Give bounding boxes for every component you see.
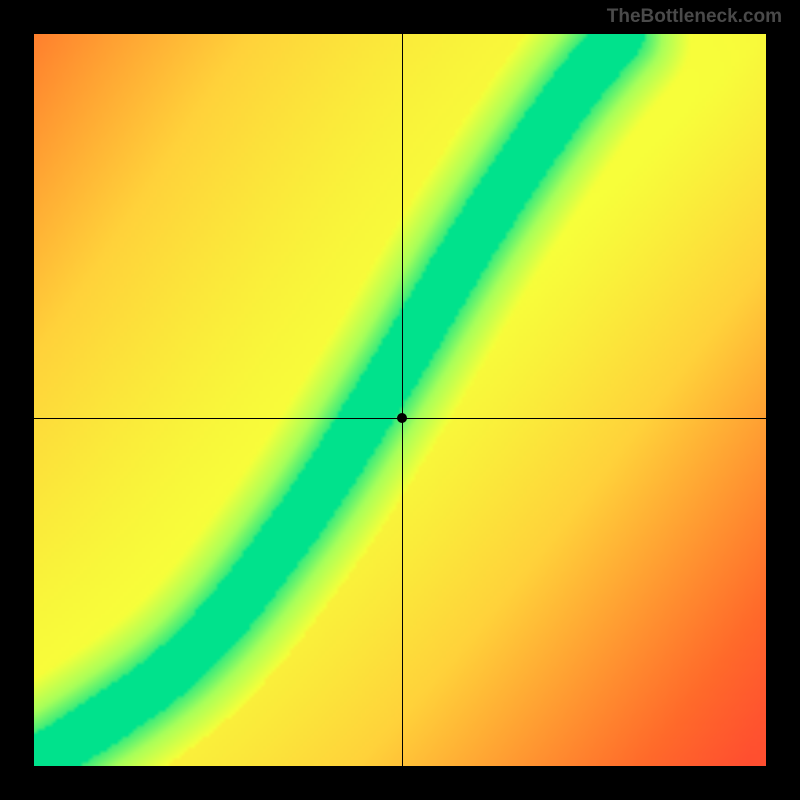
heatmap-canvas	[34, 34, 766, 766]
crosshair-vertical	[402, 34, 403, 766]
crosshair-marker	[397, 413, 407, 423]
bottleneck-heatmap	[34, 34, 766, 766]
watermark-text: TheBottleneck.com	[607, 6, 782, 28]
